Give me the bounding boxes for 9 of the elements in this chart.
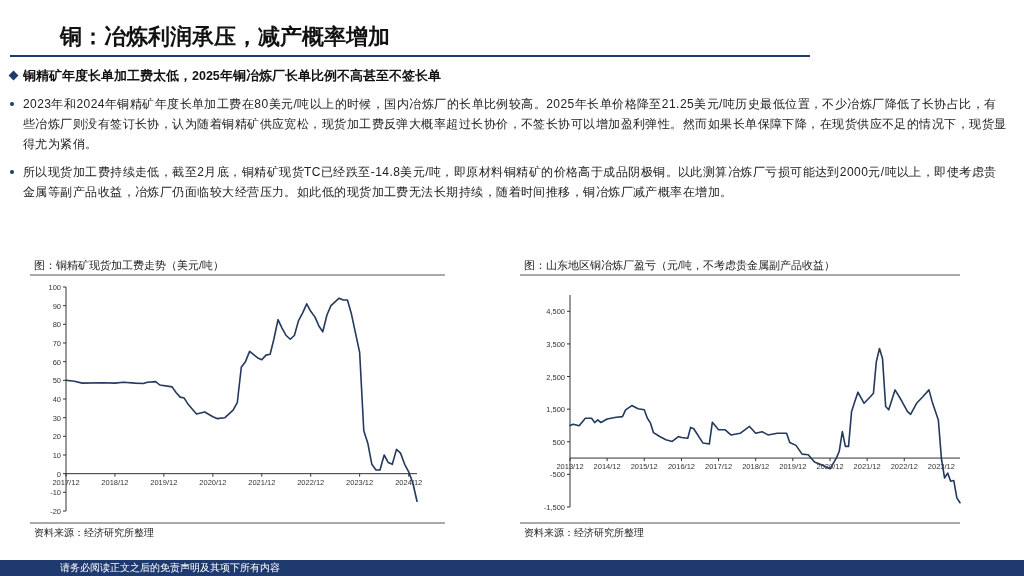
text: 请务必阅读正文之后的免责声明及其项下所有内容	[60, 561, 280, 575]
text: 铜精矿年度长单加工费太低，2025年铜冶炼厂长单比例不高甚至不签长单	[22, 68, 441, 85]
text: 资料来源：经济研究所整理	[524, 527, 644, 538]
chart-title: 图：铜精矿现货加工费走势（美元/吨）	[34, 259, 224, 271]
text: 2023年和2024年铜精矿年度长单加工费在80美元/吨以上的时候，国内冶炼厂的长单比例较高。2025年长单价格降至21.25美元/吨历史最低位置，不少冶炼厂降低了长协占比，有些冶炼厂则没有签订长协，认为随着铜精矿供应宽松，现货加工费反弹大概率超过长协价，不签长协可以增加盈利弹性。然而如果长单保障下降，在现货供应不足的情况下，现货显得尤为紧俏。	[23, 96, 1008, 153]
text: 铜：冶炼利润承压，减产概率增加	[60, 23, 390, 51]
text: 所以现货加工费持续走低，截至2月底，铜精矿现货TC已经跌至-14.8美元/吨，即原材料铜精矿的价格高于成品阴极铜。以此测算冶炼厂亏损可能达到2000元/吨以上，即使考虑贵金属等副产品收益，冶炼厂仍面临较大经营压力。如此低的现货加工费无法长期持续，随着时间推移，铜冶炼厂减产概率在增加。	[23, 164, 998, 201]
text: 资料来源：经济研究所整理	[34, 527, 154, 538]
chart-title: 图：山东地区铜冶炼厂盈亏（元/吨，不考虑贵金属副产品收益）	[524, 259, 835, 271]
